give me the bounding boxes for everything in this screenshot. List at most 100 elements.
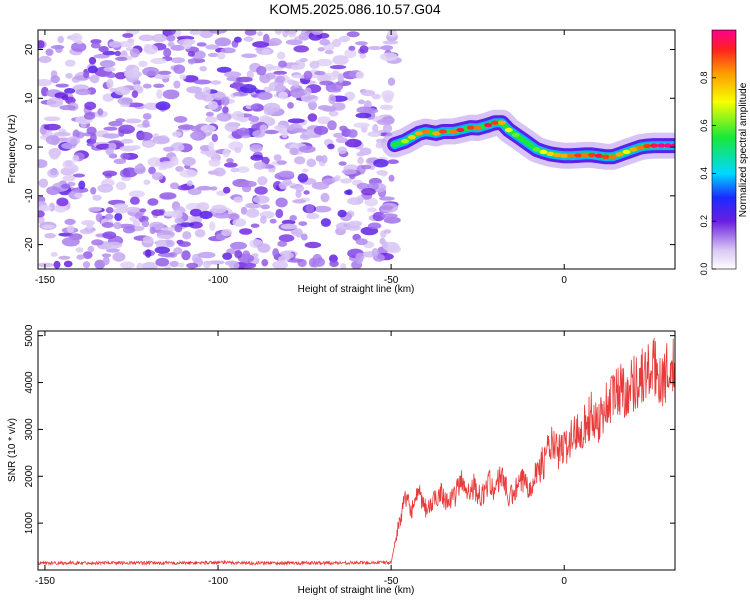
heatmap-noise-blob — [359, 45, 369, 54]
heatmap-noise-blob — [332, 55, 349, 65]
heatmap-noise-blob — [156, 234, 174, 239]
ridge-peak — [615, 152, 624, 157]
heatmap-noise-blob — [197, 251, 216, 259]
snr-frame — [37, 330, 676, 571]
heatmap-noise-blob — [125, 118, 142, 124]
heatmap-noise-blob — [298, 221, 308, 227]
heatmap-noise-blob — [341, 169, 357, 175]
heatmap-noise-blob — [115, 181, 127, 191]
heatmap-noise-blob — [211, 91, 226, 101]
heatmap-noise-blob — [243, 36, 254, 42]
heatmap-noise-blob — [240, 206, 248, 215]
heatmap-noise-blob — [314, 70, 326, 76]
heatmap-noise-blob — [328, 110, 339, 117]
heatmap-noise-layer — [38, 30, 402, 269]
ridge-peak — [567, 153, 576, 158]
heatmap-noise-blob — [38, 55, 52, 64]
heatmap-noise-blob — [239, 228, 253, 235]
heatmap-noise-blob — [367, 207, 377, 213]
ridge-peak — [401, 139, 409, 144]
heatmap-noise-blob — [278, 91, 289, 100]
heatmap-noise-blob — [102, 231, 117, 239]
heatmap-noise-blob — [275, 197, 288, 208]
heatmap-noise-blob — [367, 131, 382, 138]
heatmap-noise-blob — [248, 115, 260, 122]
heatmap-noise-blob — [122, 33, 134, 38]
heatmap-noise-blob — [108, 120, 123, 127]
heatmap-noise-blob — [221, 96, 230, 107]
heatmap-noise-blob — [54, 204, 67, 213]
heatmap-noise-blob — [372, 123, 379, 134]
heatmap-noise-blob — [252, 195, 270, 204]
heatmap-noise-blob — [338, 161, 347, 166]
heatmap-noise-blob — [170, 57, 186, 64]
heatmap-noise-blob — [208, 158, 221, 167]
heatmap-noise-blob — [320, 192, 330, 203]
heatmap-noise-blob — [356, 182, 370, 190]
heatmap-noise-blob — [221, 229, 233, 237]
heatmap-noise-blob — [245, 208, 260, 218]
heatmap-noise-blob — [294, 156, 306, 165]
heatmap-noise-blob — [87, 245, 95, 253]
heatmap-noise-blob — [120, 138, 134, 144]
heatmap-noise-blob — [189, 132, 198, 139]
heatmap-noise-blob — [174, 224, 183, 233]
heatmap-noise-blob — [86, 126, 97, 135]
heatmap-noise-blob — [224, 122, 239, 132]
ridge-peak — [449, 129, 458, 134]
heatmap-noise-blob — [273, 154, 282, 162]
heatmap-noise-blob — [124, 206, 141, 212]
colorbar-tick-label: 0.6 — [699, 119, 709, 132]
heatmap-noise-blob — [339, 125, 348, 132]
heatmap-noise-blob — [145, 249, 152, 258]
heatmap-noise-blob — [382, 40, 399, 45]
heatmap-noise-blob — [268, 37, 282, 46]
heatmap-noise-blob — [282, 252, 294, 259]
heatmap-noise-blob — [105, 248, 120, 253]
heatmap-noise-blob — [246, 70, 254, 80]
heatmap-x-label: Height of straight line (km) — [298, 284, 415, 295]
heatmap-noise-blob — [120, 152, 130, 160]
heatmap-noise-blob — [253, 161, 266, 170]
heatmap-noise-blob — [58, 255, 71, 260]
heatmap-noise-blob — [87, 65, 98, 74]
heatmap-noise-blob — [170, 44, 185, 51]
heatmap-noise-blob — [313, 205, 332, 213]
heatmap-noise-blob — [245, 202, 262, 209]
heatmap-noise-blob — [122, 167, 138, 178]
heatmap-noise-blob — [174, 217, 184, 224]
heatmap-noise-blob — [47, 168, 59, 178]
heatmap-noise-blob — [329, 260, 339, 267]
x-tick-label: -150 — [35, 576, 55, 587]
heatmap-x-axis: -150 -100 -50 0 — [35, 30, 567, 286]
heatmap-noise-blob — [344, 48, 357, 59]
colorbar-gradient — [711, 29, 737, 270]
ridge-peak — [484, 122, 493, 128]
heatmap-noise-blob — [199, 210, 213, 220]
heatmap-noise-blob — [94, 259, 106, 269]
heatmap-noise-blob — [149, 226, 156, 235]
heatmap-noise-blob — [54, 92, 68, 99]
heatmap-noise-blob — [357, 156, 364, 165]
heatmap-noise-blob — [45, 48, 54, 56]
heatmap-noise-blob — [387, 30, 398, 38]
heatmap-noise-blob — [317, 116, 331, 125]
heatmap-noise-blob — [53, 131, 71, 137]
y-tick-label: 0 — [24, 144, 35, 150]
colorbar-tick-label: 0.4 — [699, 167, 709, 180]
heatmap-noise-blob — [76, 40, 83, 45]
colorbar-tick-label: 0.0 — [699, 263, 709, 276]
x-tick-label: -100 — [208, 275, 228, 286]
heatmap-noise-blob — [90, 133, 97, 143]
heatmap-noise-blob — [269, 218, 277, 224]
ridge-peak — [518, 137, 527, 142]
heatmap-noise-blob — [211, 204, 228, 214]
heatmap-noise-blob — [179, 74, 187, 80]
ridge-peak — [643, 143, 652, 149]
heatmap-noise-blob — [250, 154, 264, 161]
heatmap-noise-blob — [155, 257, 170, 267]
heatmap-noise-blob — [222, 252, 233, 260]
ridge-peak — [581, 152, 589, 158]
heatmap-noise-blob — [276, 160, 287, 165]
heatmap-noise-blob — [103, 126, 118, 131]
